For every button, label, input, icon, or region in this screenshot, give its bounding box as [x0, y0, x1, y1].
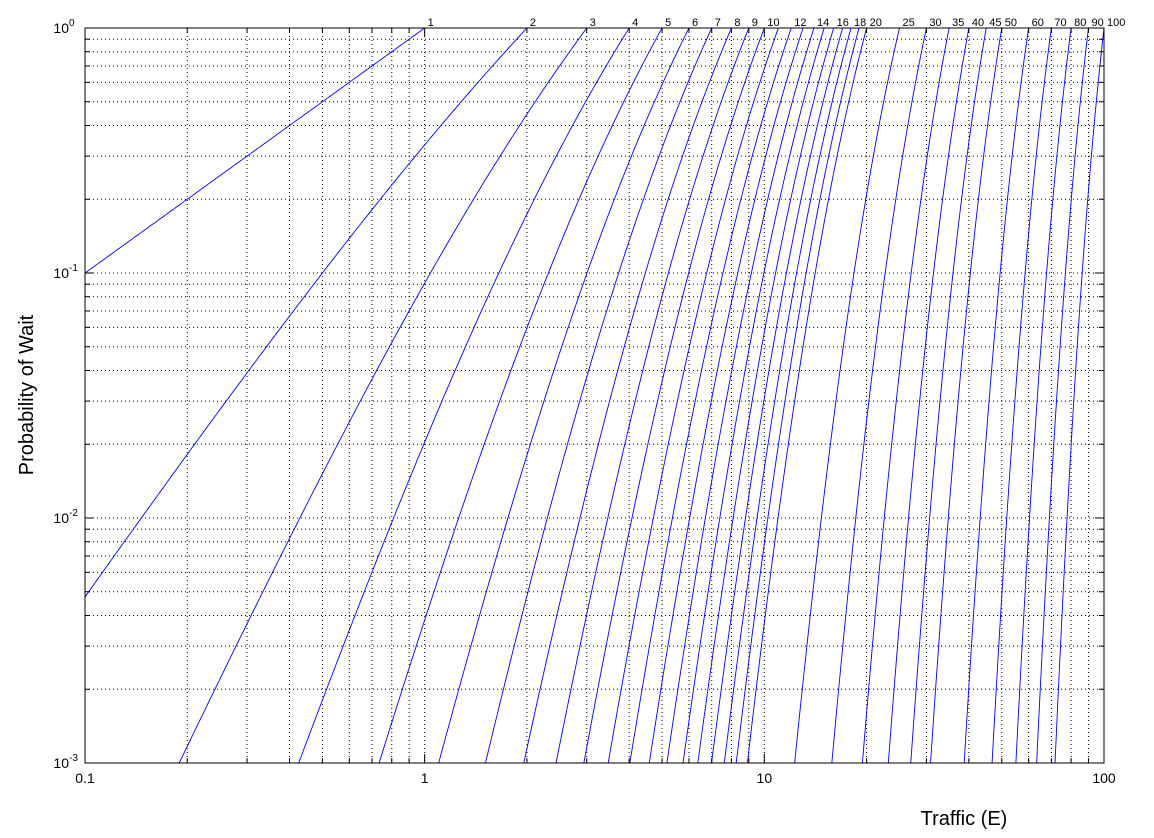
curve-label-16: 16	[837, 17, 849, 29]
curve-label-2: 2	[530, 17, 536, 29]
y-tick-label: 10 -1	[53, 263, 78, 281]
curve-label-70: 70	[1054, 17, 1066, 29]
x-tick-label: 0.1	[75, 770, 95, 786]
curve-label-14: 14	[817, 17, 829, 29]
curve-label-40: 40	[972, 17, 984, 29]
curve-servers-60	[963, 27, 1030, 764]
y-tick-base: 10	[53, 755, 69, 771]
curve-servers-70	[991, 27, 1052, 764]
y-tick-exponent: -3	[69, 753, 78, 764]
x-axis-label: Traffic (E)	[921, 808, 1008, 830]
curve-servers-16	[697, 27, 835, 764]
curve-servers-3	[178, 27, 588, 764]
x-tick-label: 100	[1092, 770, 1116, 786]
curve-label-25: 25	[903, 17, 915, 29]
frame-ticks	[84, 28, 1104, 764]
x-tick-label: 10	[757, 770, 773, 786]
curve-label-45: 45	[989, 17, 1001, 29]
curve-label-80: 80	[1074, 17, 1086, 29]
curve-labels: 1 2 3 4 5 6 7 8 9 10 12 14 16 18 20 25 30 35 40 45 50 60 70 80 9…	[428, 17, 1126, 29]
curve-label-4: 4	[632, 17, 638, 29]
curve-label-6: 6	[692, 17, 698, 29]
x-tick-label: 1	[421, 770, 429, 786]
curve-servers-10	[583, 27, 765, 764]
curve-label-35: 35	[952, 17, 964, 29]
y-tick-exponent: -1	[69, 263, 78, 274]
y-tick-base: 10	[53, 265, 69, 281]
y-axis-label: Probability of Wait	[16, 314, 38, 475]
plot-frame	[84, 27, 1105, 764]
curves	[84, 27, 1105, 764]
curve-servers-4	[298, 27, 630, 764]
curve-servers-1	[84, 27, 425, 274]
curve-label-8: 8	[734, 17, 740, 29]
curve-servers-14	[666, 27, 815, 764]
curve-servers-45	[910, 27, 987, 764]
y-tick-label: 10 0	[53, 18, 75, 36]
y-tick-base: 10	[53, 510, 69, 526]
curve-servers-15	[682, 27, 825, 764]
curve-servers-9	[555, 27, 750, 764]
curve-label-100: 100	[1107, 17, 1125, 29]
curve-servers-50	[930, 27, 1003, 764]
y-tick-label: 10 -2	[53, 508, 78, 526]
curve-label-30: 30	[929, 17, 941, 29]
y-tick-exponent: 0	[69, 18, 75, 29]
curve-label-9: 9	[752, 17, 758, 29]
curve-label-10: 10	[767, 17, 779, 29]
curve-label-60: 60	[1032, 17, 1044, 29]
curve-label-3: 3	[590, 17, 596, 29]
curve-label-12: 12	[794, 17, 806, 29]
curve-servers-19	[735, 27, 860, 764]
curve-servers-25	[794, 27, 900, 764]
curve-servers-100	[1054, 27, 1105, 764]
y-tick-label: 10 -3	[53, 753, 78, 771]
x-tick-labels: 0.1 1 10 100	[75, 770, 1116, 786]
curve-servers-11	[607, 27, 779, 764]
curve-label-50: 50	[1005, 17, 1017, 29]
curve-servers-20	[746, 27, 868, 764]
curve-servers-13	[648, 27, 804, 764]
curve-servers-12	[629, 27, 792, 764]
curve-servers-40	[887, 27, 970, 764]
curve-servers-35	[861, 27, 950, 764]
curve-servers-2	[84, 27, 528, 598]
curve-servers-8	[523, 27, 732, 764]
curve-servers-5	[378, 27, 663, 764]
curve-servers-6	[438, 27, 690, 764]
curve-servers-7	[485, 27, 713, 764]
curve-servers-17	[711, 27, 844, 764]
curve-servers-18	[723, 27, 852, 764]
y-tick-base: 10	[53, 20, 69, 36]
curve-label-18: 18	[854, 17, 866, 29]
curve-servers-30	[831, 27, 927, 764]
curve-servers-80	[1015, 27, 1072, 764]
curve-label-1: 1	[428, 17, 434, 29]
curve-label-90: 90	[1091, 17, 1103, 29]
curve-servers-90	[1036, 27, 1089, 764]
grid	[85, 28, 1104, 763]
curve-label-5: 5	[665, 17, 671, 29]
curve-label-20: 20	[870, 17, 882, 29]
y-tick-exponent: -2	[69, 508, 78, 519]
curve-label-7: 7	[715, 17, 721, 29]
